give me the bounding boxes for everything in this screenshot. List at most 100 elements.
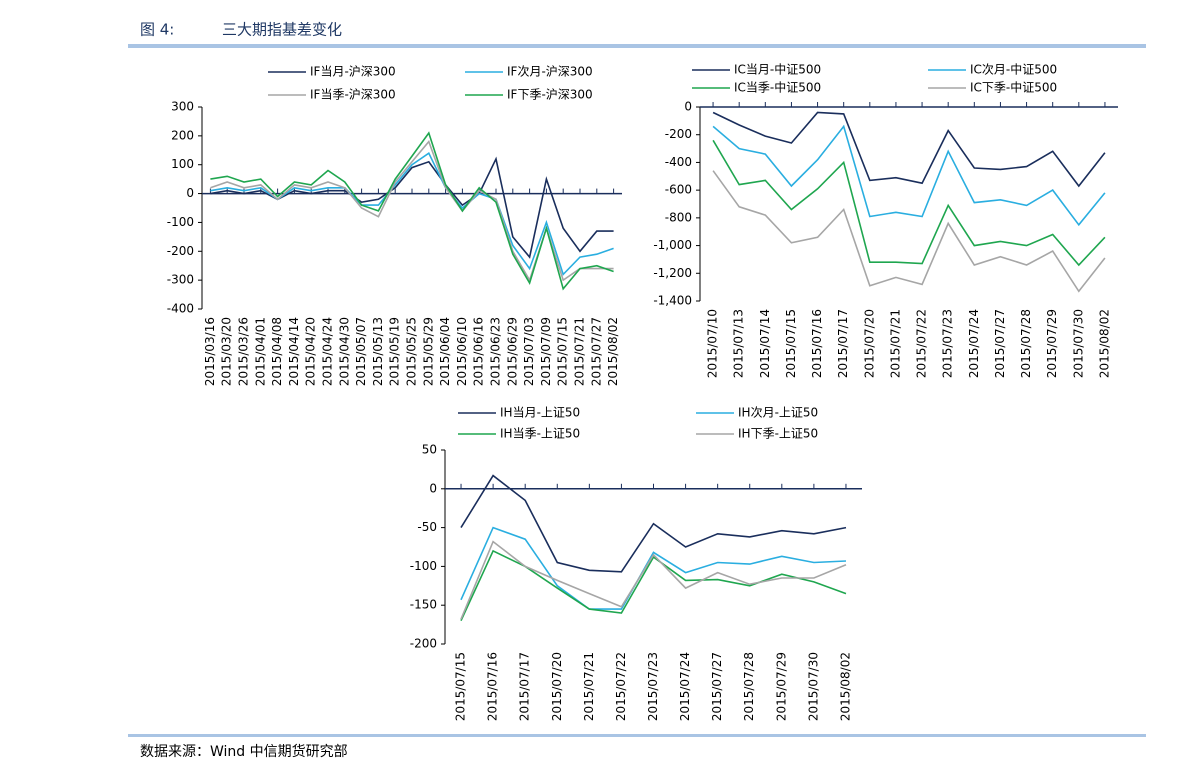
x-tick-label: 2015/07/24 bbox=[678, 652, 692, 721]
legend-label: IF当月-沪深300 bbox=[310, 65, 396, 79]
legend-label: IC下季-中证500 bbox=[970, 80, 1057, 95]
y-tick-label: 0 bbox=[429, 481, 437, 495]
x-tick-label: 2015/04/30 bbox=[337, 317, 351, 386]
y-tick-label: 0 bbox=[684, 100, 692, 114]
x-tick-label: 2015/04/14 bbox=[287, 317, 301, 386]
x-tick-label: 2015/07/17 bbox=[518, 652, 532, 721]
series-line bbox=[210, 131, 614, 291]
y-tick-label: -400 bbox=[167, 302, 194, 316]
x-tick-label: 2015/07/15 bbox=[784, 309, 798, 378]
x-tick-label: 2015/07/27 bbox=[710, 652, 724, 721]
legend-label: IH当季-上证50 bbox=[500, 427, 580, 441]
x-tick-label: 2015/05/13 bbox=[371, 317, 385, 386]
x-tick-label: 2015/05/25 bbox=[405, 317, 419, 386]
x-tick-label: 2015/07/15 bbox=[556, 317, 570, 386]
x-tick-label: 2015/06/10 bbox=[455, 317, 469, 386]
figure-title: 三大期指基差变化 bbox=[222, 21, 342, 39]
x-tick-label: 2015/07/23 bbox=[941, 309, 955, 378]
y-tick-label: -1,200 bbox=[653, 266, 692, 280]
legend-label: IF次月-沪深300 bbox=[507, 65, 593, 79]
x-tick-label: 2015/07/27 bbox=[993, 309, 1007, 378]
x-tick-label: 2015/07/29 bbox=[1045, 309, 1059, 378]
series-line bbox=[712, 139, 1106, 267]
x-tick-label: 2015/07/17 bbox=[836, 309, 850, 378]
y-tick-label: -200 bbox=[167, 244, 194, 258]
x-tick-label: 2015/07/16 bbox=[810, 309, 824, 378]
x-tick-label: 2015/06/23 bbox=[489, 317, 503, 386]
series-line bbox=[712, 111, 1106, 188]
x-tick-label: 2015/07/09 bbox=[539, 317, 553, 386]
x-tick-label: 2015/07/30 bbox=[1071, 309, 1085, 378]
x-tick-label: 2015/05/29 bbox=[421, 317, 435, 386]
x-tick-label: 2015/07/13 bbox=[732, 309, 746, 378]
x-tick-label: 2015/08/02 bbox=[838, 652, 852, 721]
legend-label: IH下季-上证50 bbox=[738, 427, 818, 441]
y-tick-label: 100 bbox=[171, 157, 194, 171]
y-tick-label: -50 bbox=[417, 520, 437, 534]
y-tick-label: 0 bbox=[186, 186, 194, 200]
y-tick-label: -800 bbox=[665, 210, 692, 224]
series-line bbox=[460, 526, 847, 610]
x-tick-label: 2015/07/30 bbox=[806, 652, 820, 721]
y-tick-label: 300 bbox=[171, 100, 194, 114]
figure-label: 图 4: bbox=[140, 21, 174, 39]
y-tick-label: -200 bbox=[410, 637, 437, 651]
x-tick-label: 2015/07/21 bbox=[582, 652, 596, 721]
x-tick-label: 2015/04/01 bbox=[253, 317, 267, 386]
series-line bbox=[210, 152, 614, 276]
x-tick-label: 2015/07/16 bbox=[486, 652, 500, 721]
x-tick-label: 2015/07/20 bbox=[550, 652, 564, 721]
x-tick-label: 2015/06/16 bbox=[472, 317, 486, 386]
y-tick-label: -100 bbox=[167, 215, 194, 229]
y-tick-label: -150 bbox=[410, 598, 437, 612]
y-tick-label: -400 bbox=[665, 155, 692, 169]
x-tick-label: 2015/07/23 bbox=[646, 652, 660, 721]
x-tick-label: 2015/05/07 bbox=[354, 317, 368, 386]
x-tick-label: 2015/07/24 bbox=[967, 309, 981, 378]
x-tick-label: 2015/07/20 bbox=[862, 309, 876, 378]
y-tick-label: 200 bbox=[171, 128, 194, 142]
footer-rule bbox=[128, 734, 1146, 737]
legend-label: IH当月-上证50 bbox=[500, 406, 580, 420]
legend-label: IC当月-中证500 bbox=[734, 62, 821, 77]
x-tick-label: 2015/04/20 bbox=[304, 317, 318, 386]
y-tick-label: -300 bbox=[167, 273, 194, 287]
y-tick-label: -1,000 bbox=[653, 238, 692, 252]
x-tick-label: 2015/04/08 bbox=[270, 317, 284, 386]
source: 数据来源：Wind 中信期货研究部 bbox=[140, 743, 348, 760]
series-line bbox=[210, 140, 614, 283]
x-tick-label: 2015/03/16 bbox=[203, 317, 217, 386]
legend-label: IC次月-中证500 bbox=[970, 62, 1057, 77]
header-rule bbox=[128, 44, 1146, 48]
y-tick-label: -600 bbox=[665, 183, 692, 197]
x-tick-label: 2015/03/26 bbox=[237, 317, 251, 386]
x-tick-label: 2015/08/02 bbox=[606, 317, 620, 386]
series-line bbox=[460, 474, 847, 573]
x-tick-label: 2015/06/04 bbox=[438, 317, 452, 386]
x-tick-label: 2015/07/22 bbox=[614, 652, 628, 721]
y-tick-label: -200 bbox=[665, 127, 692, 141]
x-tick-label: 2015/07/03 bbox=[522, 317, 536, 386]
series-line bbox=[712, 170, 1106, 293]
x-tick-label: 2015/07/28 bbox=[742, 652, 756, 721]
legend-label: IF当季-沪深300 bbox=[310, 88, 396, 102]
y-tick-label: 50 bbox=[422, 443, 437, 457]
x-tick-label: 2015/04/24 bbox=[321, 317, 335, 386]
legend-label: IH次月-上证50 bbox=[738, 406, 818, 420]
x-tick-label: 2015/07/22 bbox=[915, 309, 929, 378]
x-tick-label: 2015/07/10 bbox=[706, 309, 720, 378]
x-tick-label: 2015/07/21 bbox=[888, 309, 902, 378]
x-tick-label: 2015/03/20 bbox=[220, 317, 234, 386]
series-line bbox=[712, 124, 1106, 227]
x-tick-label: 2015/05/19 bbox=[388, 317, 402, 386]
x-tick-label: 2015/06/29 bbox=[505, 317, 519, 386]
x-tick-label: 2015/07/27 bbox=[589, 317, 603, 386]
x-tick-label: 2015/07/14 bbox=[758, 309, 772, 378]
legend-label: IF下季-沪深300 bbox=[507, 88, 593, 102]
x-tick-label: 2015/08/02 bbox=[1097, 309, 1111, 378]
x-tick-label: 2015/07/28 bbox=[1019, 309, 1033, 378]
x-tick-label: 2015/07/15 bbox=[454, 652, 468, 721]
series-line bbox=[460, 540, 847, 620]
y-tick-label: -100 bbox=[410, 559, 437, 573]
